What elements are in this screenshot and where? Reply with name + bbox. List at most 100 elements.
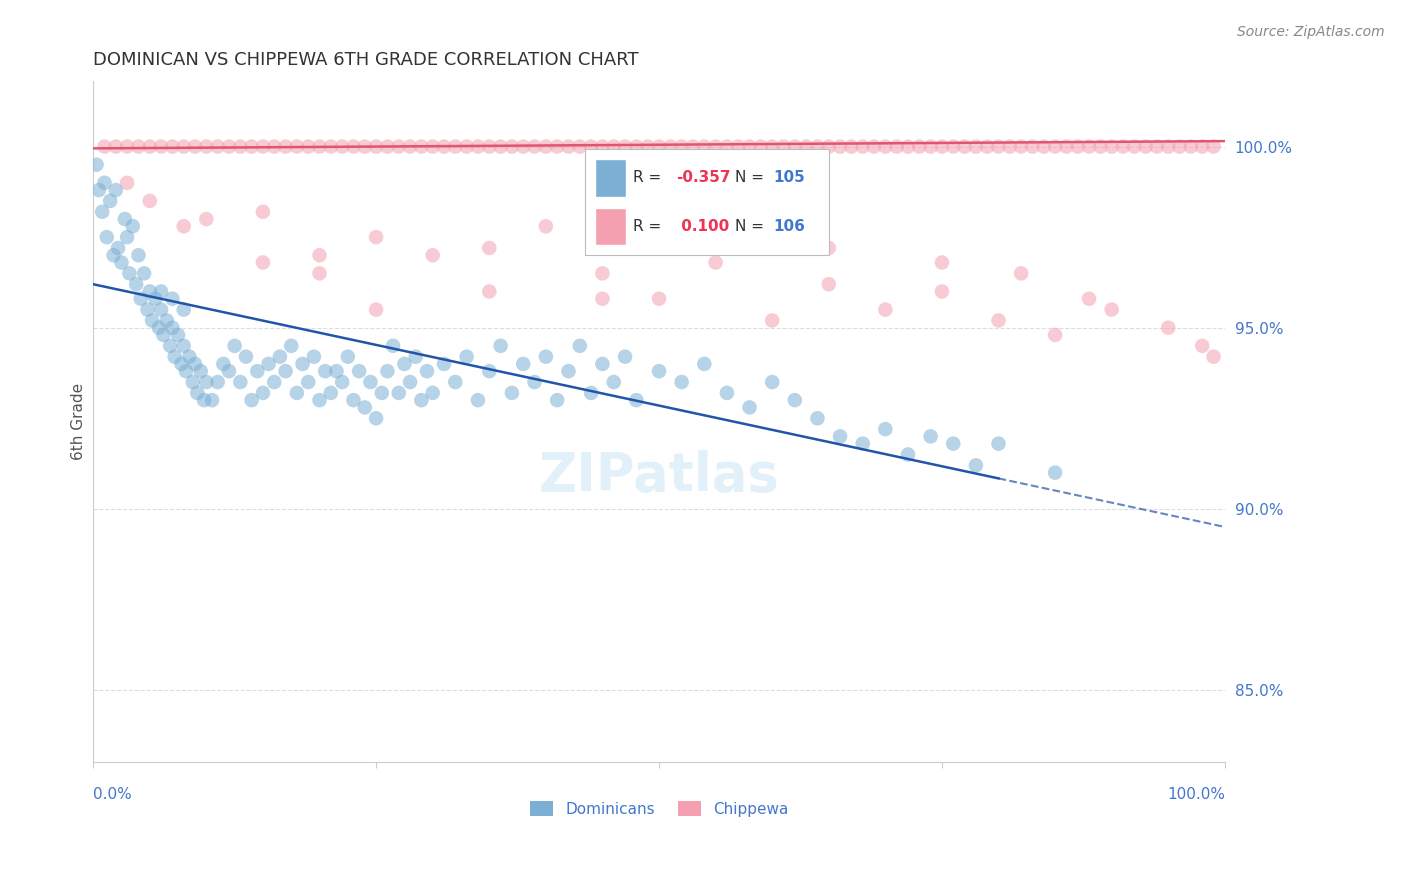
Point (886, 139, 908, 153)
Point (863, 139, 886, 153)
Text: R =: R = (633, 219, 666, 234)
Text: 106: 106 (773, 219, 806, 234)
Point (1191, 139, 1213, 153)
Point (308, 248, 330, 262)
Point (671, 375, 693, 389)
Point (693, 139, 716, 153)
Point (1054, 139, 1077, 153)
Point (1191, 339, 1213, 353)
Point (285, 385, 308, 400)
Point (359, 375, 381, 389)
Point (579, 385, 602, 400)
Point (523, 139, 546, 153)
Point (181, 375, 204, 389)
Point (347, 364, 370, 378)
Point (546, 139, 568, 153)
Point (297, 139, 319, 153)
Point (875, 302, 897, 317)
Point (591, 266, 613, 280)
Point (1043, 327, 1066, 342)
Point (207, 139, 229, 153)
Point (875, 139, 897, 153)
Text: N =: N = (735, 219, 769, 234)
Point (841, 139, 863, 153)
Point (342, 139, 364, 153)
Point (852, 139, 875, 153)
Point (716, 139, 738, 153)
Point (534, 219, 557, 234)
Point (942, 139, 965, 153)
Point (229, 375, 252, 389)
Point (501, 139, 523, 153)
Point (761, 139, 783, 153)
Point (103, 248, 125, 262)
Point (170, 357, 193, 371)
Point (727, 139, 749, 153)
Point (1078, 139, 1101, 153)
Point (224, 339, 246, 353)
Point (98, 194, 121, 208)
Point (1021, 139, 1043, 153)
Point (648, 292, 671, 306)
Point (121, 219, 143, 234)
Point (353, 139, 375, 153)
Point (772, 139, 794, 153)
Point (156, 313, 179, 327)
Text: Source: ZipAtlas.com: Source: ZipAtlas.com (1237, 25, 1385, 39)
Point (193, 393, 215, 408)
Point (377, 364, 399, 378)
Point (1010, 139, 1032, 153)
Point (145, 292, 167, 306)
Point (319, 139, 342, 153)
Point (308, 139, 330, 153)
Point (422, 248, 444, 262)
Point (167, 327, 190, 342)
Point (953, 139, 976, 153)
Point (1146, 139, 1168, 153)
Point (150, 302, 173, 317)
Point (1078, 292, 1101, 306)
Point (240, 139, 263, 153)
Point (478, 241, 501, 255)
Point (115, 230, 138, 244)
Point (987, 139, 1010, 153)
Text: DOMINICAN VS CHIPPEWA 6TH GRADE CORRELATION CHART: DOMINICAN VS CHIPPEWA 6TH GRADE CORRELAT… (93, 51, 638, 69)
Point (783, 393, 806, 408)
Text: R =: R = (633, 170, 666, 186)
Point (110, 255, 132, 269)
Point (173, 302, 195, 317)
Point (931, 139, 953, 153)
Text: N =: N = (735, 170, 769, 186)
Point (761, 313, 783, 327)
Point (637, 139, 659, 153)
Point (87, 183, 110, 197)
Point (591, 139, 613, 153)
Point (184, 357, 207, 371)
Point (302, 350, 325, 364)
Point (467, 393, 489, 408)
Point (218, 139, 240, 153)
Point (761, 375, 783, 389)
Point (478, 285, 501, 299)
Point (591, 357, 613, 371)
Point (1157, 320, 1180, 334)
Point (568, 339, 591, 353)
Point (91, 204, 114, 219)
Point (364, 139, 387, 153)
Point (308, 266, 330, 280)
Point (280, 339, 302, 353)
Point (1043, 139, 1066, 153)
Point (139, 194, 162, 208)
Point (162, 320, 184, 334)
Point (336, 350, 359, 364)
Point (274, 364, 297, 378)
Point (1123, 139, 1146, 153)
Point (107, 241, 129, 255)
Point (568, 139, 591, 153)
Point (682, 139, 704, 153)
Legend: Dominicans, Chippewa: Dominicans, Chippewa (524, 795, 794, 823)
Point (693, 357, 716, 371)
Point (388, 139, 411, 153)
Point (371, 385, 394, 400)
Point (416, 364, 439, 378)
